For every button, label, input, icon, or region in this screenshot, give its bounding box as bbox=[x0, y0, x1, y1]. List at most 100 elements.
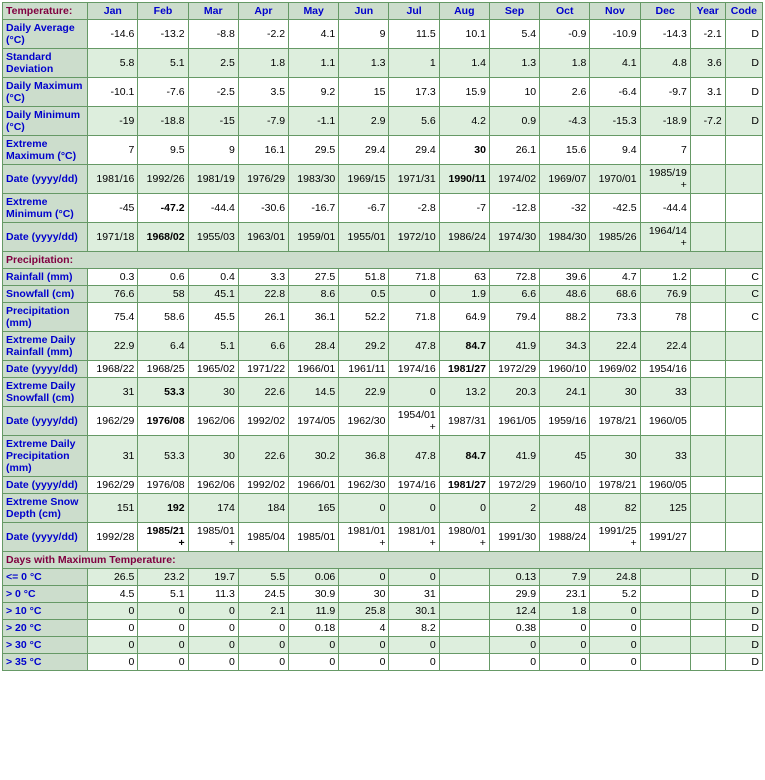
data-cell bbox=[725, 223, 762, 252]
data-cell: 22.4 bbox=[590, 332, 640, 361]
data-cell: 1966/01 bbox=[289, 477, 339, 494]
row-label: Precipitation (mm) bbox=[3, 303, 88, 332]
data-cell: 30.2 bbox=[289, 436, 339, 477]
data-cell: 1970/01 bbox=[590, 165, 640, 194]
row-label: Extreme Daily Precipitation (mm) bbox=[3, 436, 88, 477]
data-cell: 33 bbox=[640, 436, 690, 477]
data-cell: 1.2 bbox=[640, 269, 690, 286]
row-label: > 35 °C bbox=[3, 654, 88, 671]
data-row: > 20 °C00000.1848.20.3800D bbox=[3, 620, 763, 637]
data-cell: 1968/25 bbox=[138, 361, 188, 378]
data-cell: 30 bbox=[439, 136, 489, 165]
data-cell: -30.6 bbox=[238, 194, 288, 223]
data-row: Extreme Snow Depth (cm)15119217418416500… bbox=[3, 494, 763, 523]
data-cell: 1.8 bbox=[540, 603, 590, 620]
column-header: May bbox=[289, 3, 339, 20]
data-row: Extreme Daily Precipitation (mm)3153.330… bbox=[3, 436, 763, 477]
data-cell: 0 bbox=[339, 494, 389, 523]
data-cell: 1972/29 bbox=[489, 477, 539, 494]
data-cell: -7.6 bbox=[138, 78, 188, 107]
data-cell: -6.7 bbox=[339, 194, 389, 223]
data-cell: 30 bbox=[339, 586, 389, 603]
column-header: Code bbox=[725, 3, 762, 20]
data-cell: -10.9 bbox=[590, 20, 640, 49]
data-cell: 71.8 bbox=[389, 303, 439, 332]
data-row: > 0 °C4.55.111.324.530.9303129.923.15.2D bbox=[3, 586, 763, 603]
data-cell: 3.3 bbox=[238, 269, 288, 286]
data-cell: 79.4 bbox=[489, 303, 539, 332]
data-cell bbox=[439, 603, 489, 620]
column-header: Feb bbox=[138, 3, 188, 20]
data-cell: 184 bbox=[238, 494, 288, 523]
data-cell: 29.9 bbox=[489, 586, 539, 603]
data-cell: 51.8 bbox=[339, 269, 389, 286]
data-cell: 1968/22 bbox=[88, 361, 138, 378]
data-cell: 68.6 bbox=[590, 286, 640, 303]
data-cell: -44.4 bbox=[188, 194, 238, 223]
data-cell: 84.7 bbox=[439, 332, 489, 361]
data-cell: 4.2 bbox=[439, 107, 489, 136]
column-header: Jul bbox=[389, 3, 439, 20]
data-cell: 5.5 bbox=[238, 569, 288, 586]
data-cell: 1976/08 bbox=[138, 407, 188, 436]
data-cell: 29.2 bbox=[339, 332, 389, 361]
data-cell: -6.4 bbox=[590, 78, 640, 107]
data-cell bbox=[640, 586, 690, 603]
data-cell bbox=[690, 477, 725, 494]
data-cell: 31 bbox=[389, 586, 439, 603]
data-cell: 1972/29 bbox=[489, 361, 539, 378]
data-cell: 0 bbox=[88, 603, 138, 620]
row-label: Daily Minimum (°C) bbox=[3, 107, 88, 136]
data-cell: 0.18 bbox=[289, 620, 339, 637]
data-cell: 1962/29 bbox=[88, 477, 138, 494]
column-header: Jun bbox=[339, 3, 389, 20]
data-cell: 11.9 bbox=[289, 603, 339, 620]
data-cell: 13.2 bbox=[439, 378, 489, 407]
data-cell: 1.9 bbox=[439, 286, 489, 303]
data-cell: 1962/06 bbox=[188, 407, 238, 436]
data-cell bbox=[439, 637, 489, 654]
data-cell bbox=[690, 569, 725, 586]
row-label: Date (yyyy/dd) bbox=[3, 223, 88, 252]
data-cell: 0.6 bbox=[138, 269, 188, 286]
data-row: Date (yyyy/dd)1992/281985/21+1985/01+198… bbox=[3, 523, 763, 552]
data-cell: 0 bbox=[188, 654, 238, 671]
data-cell: 1961/05 bbox=[489, 407, 539, 436]
data-cell: C bbox=[725, 303, 762, 332]
data-cell: 6.4 bbox=[138, 332, 188, 361]
data-cell: -2.8 bbox=[389, 194, 439, 223]
data-row: Extreme Minimum (°C)-45-47.2-44.4-30.6-1… bbox=[3, 194, 763, 223]
data-cell: D bbox=[725, 49, 762, 78]
data-cell: 24.8 bbox=[590, 569, 640, 586]
data-cell: 24.1 bbox=[540, 378, 590, 407]
data-cell: -42.5 bbox=[590, 194, 640, 223]
column-header: Apr bbox=[238, 3, 288, 20]
data-cell bbox=[725, 194, 762, 223]
row-label: Date (yyyy/dd) bbox=[3, 407, 88, 436]
data-cell: 22.9 bbox=[339, 378, 389, 407]
data-cell: 1974/05 bbox=[289, 407, 339, 436]
data-cell: 5.4 bbox=[489, 20, 539, 49]
data-cell: C bbox=[725, 269, 762, 286]
data-cell: 1991/27 bbox=[640, 523, 690, 552]
data-cell bbox=[439, 586, 489, 603]
data-cell: -14.3 bbox=[640, 20, 690, 49]
data-cell: 1988/24 bbox=[540, 523, 590, 552]
data-cell: 0 bbox=[238, 620, 288, 637]
data-cell bbox=[690, 165, 725, 194]
data-cell: 11.3 bbox=[188, 586, 238, 603]
data-cell bbox=[690, 407, 725, 436]
data-cell: 1.3 bbox=[489, 49, 539, 78]
data-cell: 10 bbox=[489, 78, 539, 107]
data-cell: 15 bbox=[339, 78, 389, 107]
column-header: Oct bbox=[540, 3, 590, 20]
data-cell: C bbox=[725, 286, 762, 303]
data-cell: 1972/10 bbox=[389, 223, 439, 252]
data-row: Date (yyyy/dd)1981/161992/261981/191976/… bbox=[3, 165, 763, 194]
data-cell bbox=[690, 361, 725, 378]
data-cell: 30 bbox=[188, 436, 238, 477]
data-cell: 0 bbox=[389, 654, 439, 671]
data-cell bbox=[690, 269, 725, 286]
data-cell: 1.8 bbox=[540, 49, 590, 78]
data-cell: 0 bbox=[188, 603, 238, 620]
